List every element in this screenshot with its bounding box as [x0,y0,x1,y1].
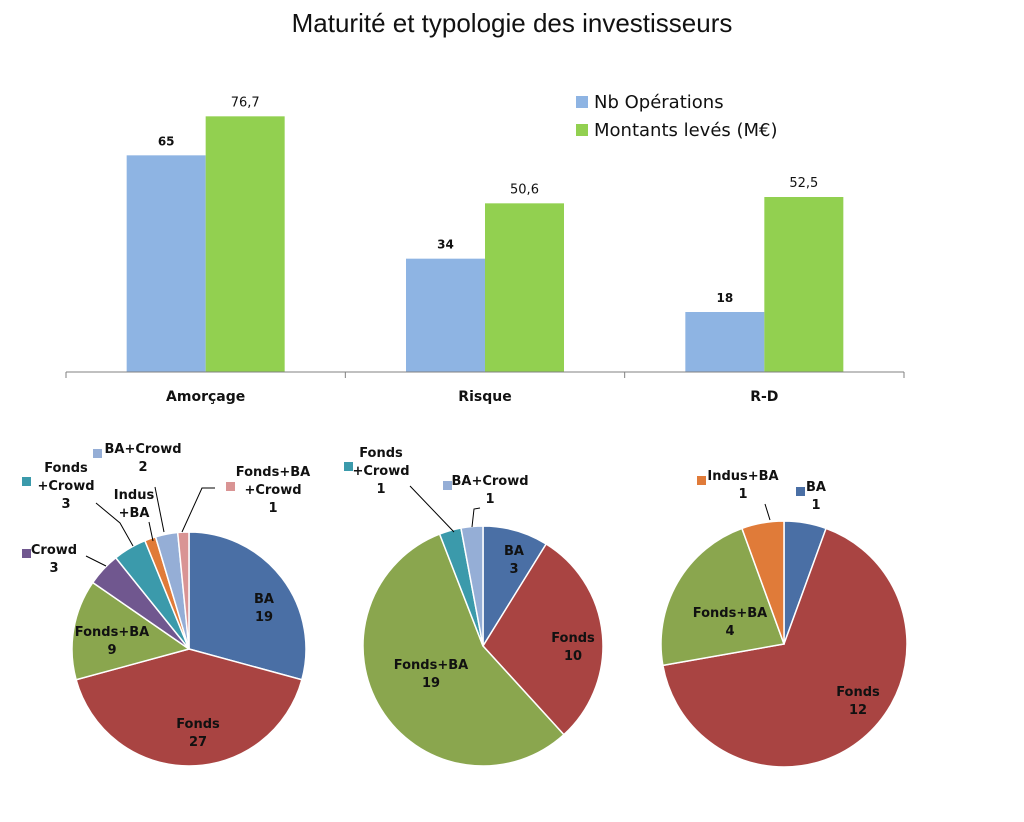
pie1-slice-fonds-ba-crowd [176,531,190,650]
pie3-slice-fonds [661,527,908,768]
pie2-slice-fonds-ba [362,533,565,767]
pie3-leader-line [764,503,771,521]
pie1-leader-line [85,555,107,567]
pie3-slice-indus-ba [740,520,785,645]
pie2-data-label-fonds-crowd: Fonds [359,446,403,461]
pie1-data-label-fonds: Fonds [176,717,220,732]
legend-label: Montants levés (M€) [594,120,778,141]
pie1-leader-line [154,486,165,533]
bar-value-label: 18 [716,291,733,305]
pie3-slice-fonds-ba [660,527,786,667]
bar-value-label: 34 [437,238,454,252]
pie2-data-label-ba: 3 [509,562,518,577]
pie1-leader-line [148,521,154,542]
pie1-data-label-crowd: Crowd [31,543,77,558]
bar-value-label: 76,7 [231,95,260,110]
pie1-data-label-fonds-crowd: 3 [61,497,70,512]
pie1-data-label-fonds-crowd: Fonds [44,461,88,476]
pie1-data-label-crowd: 3 [49,561,58,576]
pie1-label-marker-ba-crowd [93,449,102,458]
pie2-label-marker-fonds-crowd [344,462,353,471]
pie1-data-label-ba-crowd: 2 [138,460,147,475]
pie2-data-label-ba-crowd: 1 [485,492,494,507]
pie3-label-marker-ba [796,487,805,496]
bar-value-label: 52,5 [789,176,818,191]
pie1-data-label-indus-ba: Indus [114,488,155,503]
pie1-leader-line [95,502,134,547]
pie1-label-marker-fonds-crowd [22,477,31,486]
pie1-data-label-fonds-ba-crowd: +Crowd [244,483,301,498]
pie1-data-label-ba-crowd: BA+Crowd [104,442,181,457]
pie1-leader-line [181,487,215,533]
pie3-label-marker-indus-ba [697,476,706,485]
pie1-slice-fonds-ba [71,581,191,681]
pie3-data-label-fonds-ba: Fonds+BA [693,606,767,621]
pie2-data-label-fonds-ba: Fonds+BA [394,658,468,673]
legend-swatch-nb-operations [576,96,588,108]
bar-risque-nb-operations [406,258,485,372]
pie2-data-label-fonds-crowd: +Crowd [352,464,409,479]
pie1-data-label-fonds-crowd: +Crowd [37,479,94,494]
pie2-data-label-fonds-crowd: 1 [376,482,385,497]
pie3-data-label-ba: 1 [811,498,820,513]
x-tick-label-amor-age: Amorçage [166,389,245,405]
x-tick-label-risque: Risque [458,389,511,405]
bar-amor-age-montants-leves [205,116,285,372]
pie3-data-label-indus-ba: 1 [738,487,747,502]
pie2-data-label-ba-crowd: BA+Crowd [451,474,528,489]
bar-r-d-montants-leves [764,197,844,372]
pie3-data-label-fonds: 12 [849,703,867,718]
pie1-data-label-fonds-ba: Fonds+BA [75,625,149,640]
bar-r-d-nb-operations [685,312,765,372]
bar-amor-age-nb-operations [126,155,206,372]
pie1-slice-ba [188,531,307,681]
pie1-label-marker-crowd [22,549,31,558]
pie3-data-label-ba: BA [806,480,826,495]
pie2-data-label-fonds: Fonds [551,631,595,646]
pie2-data-label-fonds-ba: 19 [422,676,440,691]
pie1-data-label-indus-ba: +BA [119,506,150,521]
pie2-data-label-fonds: 10 [564,649,582,664]
pie1-slice-fonds [75,648,303,767]
pie3-data-label-fonds: Fonds [836,685,880,700]
pie1-data-label-fonds-ba: 9 [107,643,116,658]
pie1-data-label-fonds-ba-crowd: Fonds+BA [236,465,310,480]
pie2-leader-line [409,485,455,533]
pie2-label-marker-ba-crowd [443,481,452,490]
legend-label: Nb Opérations [594,92,724,113]
pie1-data-label-fonds: 27 [189,735,207,750]
x-tick-label-r-d: R-D [750,389,778,405]
pie2-leader-line [471,507,481,528]
pie1-data-label-ba: BA [254,592,274,607]
bar-risque-montants-leves [485,203,564,372]
pie1-data-label-ba: 19 [255,610,273,625]
bar-value-label: 50,6 [510,182,539,197]
bar-value-label: 65 [158,134,175,148]
chart-title: Maturité et typologie des investisseurs [291,8,733,38]
pie2-data-label-ba: BA [504,544,524,559]
pie2-slice-fonds [482,542,604,736]
pie1-label-marker-fonds-ba-crowd [226,482,235,491]
pie3-data-label-indus-ba: Indus+BA [707,469,778,484]
pie3-data-label-fonds-ba: 4 [725,624,734,639]
legend-swatch-montants-leves [576,124,588,136]
pie1-data-label-fonds-ba-crowd: 1 [268,501,277,516]
